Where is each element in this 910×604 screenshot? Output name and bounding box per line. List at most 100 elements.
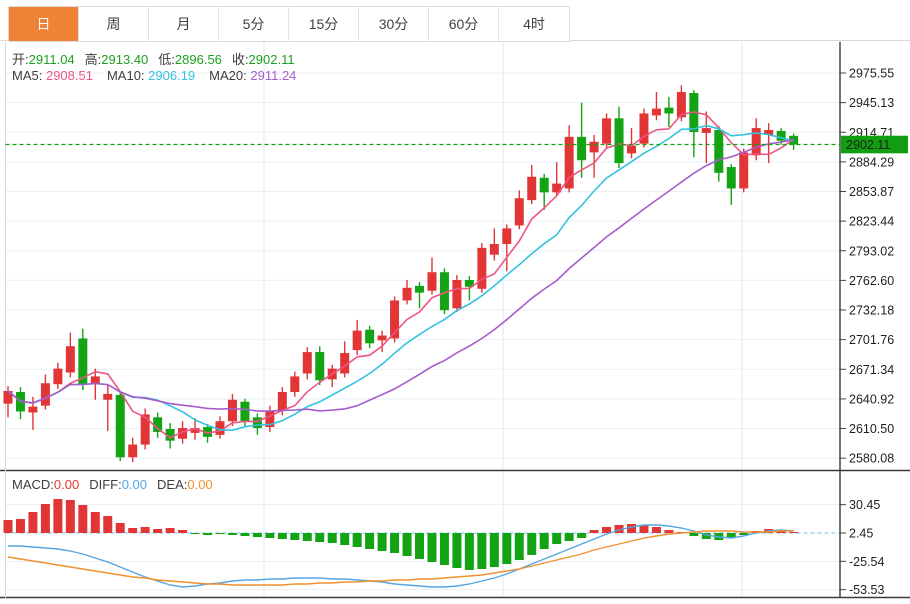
- macd-bar: [464, 533, 474, 570]
- macd-bar: [377, 533, 387, 551]
- close-label: 收:: [231, 52, 249, 67]
- macd-bar: [190, 533, 200, 534]
- macd-bar: [689, 533, 699, 536]
- diff-line: [8, 524, 794, 588]
- macd-bar: [315, 533, 325, 542]
- tab-60min[interactable]: 60分: [429, 7, 499, 41]
- macd-bar: [402, 533, 412, 556]
- price-axis-label: 2793.02: [849, 244, 894, 258]
- ohlc-readout: 开:2911.04 高:2913.40 低:2896.56 收:2902.11: [12, 49, 305, 68]
- macd-bar: [340, 533, 350, 545]
- candle: [514, 198, 524, 226]
- candle: [577, 136, 587, 161]
- macd-bar: [103, 516, 113, 533]
- candle: [227, 399, 237, 422]
- high-label: 高:: [84, 52, 102, 67]
- macd-bar: [477, 533, 487, 569]
- macd-bar: [78, 505, 88, 533]
- candle: [427, 272, 437, 291]
- macd-bar: [415, 533, 425, 559]
- macd-bar: [589, 530, 599, 533]
- candle: [265, 410, 275, 428]
- macd-axis-label: 2.45: [849, 527, 873, 541]
- low-value: 2896.56: [174, 52, 222, 67]
- macd-bar: [352, 533, 362, 547]
- candle: [764, 130, 774, 135]
- macd-bar: [365, 533, 375, 549]
- tab-day[interactable]: 日: [9, 7, 79, 41]
- dea-value: 0.00: [187, 477, 213, 492]
- diff-value: 0.00: [121, 477, 148, 492]
- tab-week[interactable]: 周: [79, 7, 149, 41]
- macd-bar: [664, 530, 674, 533]
- candle: [3, 391, 13, 404]
- candle: [153, 417, 163, 432]
- macd-bar: [265, 533, 275, 538]
- macd-bar: [327, 533, 337, 543]
- candle: [539, 177, 549, 193]
- candle: [390, 300, 400, 339]
- candle: [589, 141, 599, 153]
- tab-15min[interactable]: 15分: [289, 7, 359, 41]
- price-axis-label: 2580.08: [849, 452, 894, 466]
- candle: [464, 279, 474, 287]
- tab-4hour[interactable]: 4时: [523, 16, 545, 32]
- price-axis-label: 2823.44: [849, 215, 894, 229]
- macd-bar: [15, 519, 25, 533]
- tab-month[interactable]: 月: [149, 7, 219, 41]
- macd-label: MACD:: [12, 477, 54, 492]
- candle: [439, 272, 449, 311]
- candle: [352, 330, 362, 351]
- open-label: 开:: [12, 52, 29, 67]
- macd-bar: [627, 524, 636, 533]
- candle: [614, 118, 624, 164]
- candle: [40, 383, 50, 406]
- candle: [377, 335, 387, 341]
- ma-readout: MA5: 2908.51 MA10: 2906.19 MA20: 2911.24: [12, 68, 310, 83]
- low-label: 低:: [158, 52, 175, 67]
- candle: [115, 394, 125, 458]
- macd-bar: [240, 533, 250, 536]
- macd-bar: [40, 504, 50, 533]
- macd-axis-label: 30.45: [849, 498, 880, 512]
- candle: [165, 429, 175, 441]
- macd-bar: [651, 527, 661, 533]
- tab-5min[interactable]: 5分: [219, 7, 289, 41]
- ma5-line: [7, 111, 795, 439]
- ma10-value: 2906.19: [148, 68, 196, 83]
- macd-bar: [115, 523, 125, 533]
- candle: [203, 427, 213, 437]
- macd-bar: [539, 533, 549, 549]
- macd-bar: [527, 533, 537, 555]
- macd-bar: [227, 533, 237, 535]
- macd-bar: [53, 499, 63, 533]
- price-axis-label: 2610.50: [849, 422, 894, 436]
- price-axis-label: 2945.13: [849, 96, 894, 110]
- macd-bar: [277, 533, 287, 539]
- macd-bar: [3, 520, 13, 533]
- macd-bar: [178, 530, 188, 533]
- candle: [315, 352, 325, 381]
- macd-bar: [502, 533, 512, 564]
- candle: [739, 152, 749, 189]
- macd-bar: [739, 533, 749, 535]
- ma20-value: 2911.24: [250, 68, 297, 83]
- close-value: 2902.11: [248, 52, 295, 67]
- macd-bar: [427, 533, 437, 562]
- diff-label: DIFF:: [89, 477, 122, 492]
- candle: [128, 444, 138, 458]
- macd-bar: [726, 533, 736, 538]
- candle: [90, 376, 100, 385]
- macd-bar: [602, 527, 612, 533]
- price-axis-label: 2640.92: [849, 392, 894, 406]
- current-price-flag: [841, 135, 908, 154]
- macd-readout: MACD:0.00 DIFF:0.00 DEA:0.00: [12, 477, 223, 492]
- tab-30min[interactable]: 30分: [359, 7, 429, 41]
- macd-bar: [90, 512, 100, 533]
- candle: [215, 421, 225, 435]
- macd-bar: [614, 525, 624, 533]
- candle: [277, 391, 287, 411]
- ma5-label: MA5:: [12, 68, 43, 83]
- macd-value: 0.00: [53, 477, 80, 492]
